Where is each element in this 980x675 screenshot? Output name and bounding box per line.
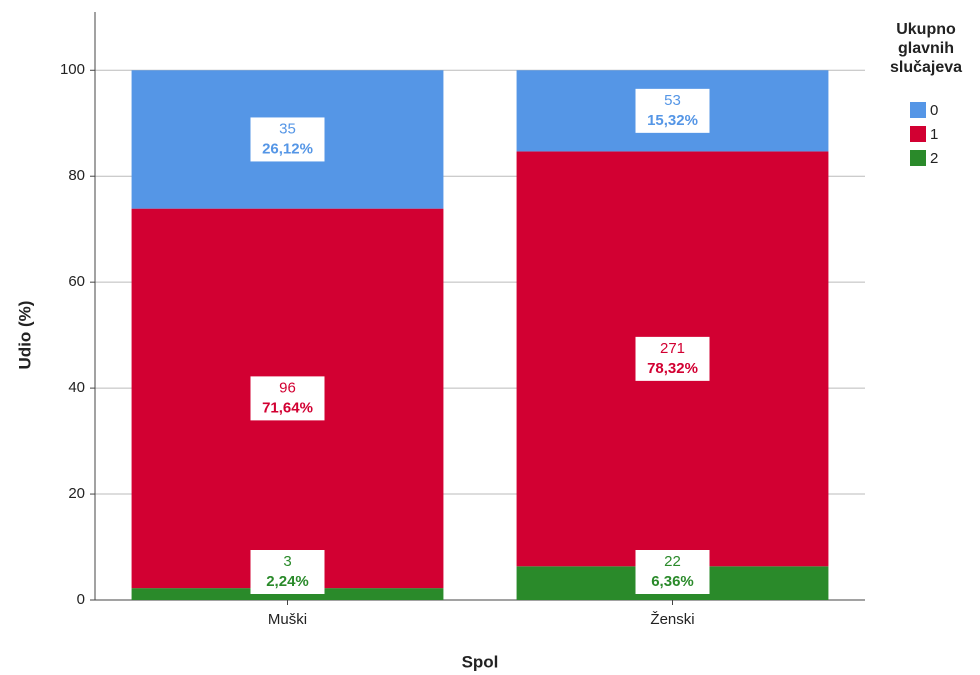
x-tick-label: Muški (268, 611, 307, 628)
label-box (635, 550, 710, 594)
value-label: 6,36% (651, 573, 694, 590)
legend-title: Ukupno (896, 21, 956, 38)
y-tick-label: 0 (77, 591, 85, 608)
count-label: 271 (660, 340, 685, 357)
legend-swatch (910, 150, 926, 166)
label-box (250, 550, 325, 594)
value-label: 2,24% (266, 573, 309, 590)
y-tick-label: 100 (60, 61, 85, 78)
count-label: 3 (283, 553, 291, 570)
x-axis-label: Spol (462, 652, 499, 671)
y-tick-label: 80 (68, 167, 85, 184)
label-box (250, 376, 325, 421)
label-box (250, 117, 325, 162)
y-axis-label: Udio (%) (15, 301, 34, 370)
legend-swatch (910, 102, 926, 118)
legend-label: 2 (930, 150, 938, 167)
value-label: 71,64% (262, 399, 313, 416)
value-label: 26,12% (262, 140, 313, 157)
value-label: 15,32% (647, 112, 698, 129)
legend-label: 1 (930, 126, 938, 143)
count-label: 22 (664, 553, 681, 570)
count-label: 53 (664, 92, 681, 109)
x-tick-label: Ženski (650, 611, 694, 628)
count-label: 35 (279, 120, 296, 137)
label-box (635, 336, 710, 381)
y-tick-label: 20 (68, 485, 85, 502)
legend-swatch (910, 126, 926, 142)
label-box (635, 88, 710, 133)
value-label: 78,32% (647, 360, 698, 377)
y-tick-label: 60 (68, 273, 85, 290)
bar-segment (131, 588, 444, 600)
legend-label: 0 (930, 102, 938, 119)
count-label: 96 (279, 379, 296, 396)
y-tick-label: 40 (68, 379, 85, 396)
legend-title: glavnih (898, 40, 954, 57)
legend-title: slučajeva (890, 59, 962, 76)
